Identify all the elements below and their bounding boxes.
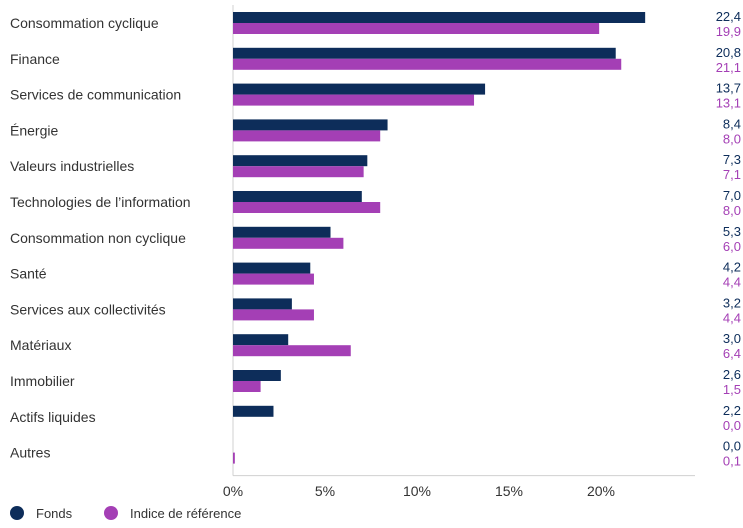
value-label-fonds: 13,7 (716, 81, 741, 96)
bar-indice (233, 23, 600, 34)
category-label: Immobilier (10, 373, 75, 389)
value-label-fonds: 0,0 (723, 439, 741, 454)
bar-indice (233, 94, 475, 106)
bar-indice (233, 345, 351, 357)
value-label-fonds: 3,2 (723, 295, 741, 310)
legend-marker-indice (104, 506, 118, 520)
value-label-indice: 8,0 (723, 131, 741, 146)
category-label: Autres (10, 445, 50, 461)
bar-fonds (233, 47, 616, 59)
value-label-fonds: 7,3 (723, 152, 741, 167)
bar-fonds (233, 370, 281, 381)
value-label-indice: 19,9 (716, 24, 741, 39)
category-label: Consommation non cyclique (10, 230, 186, 246)
bar-indice (233, 166, 364, 178)
bar-fonds (233, 298, 292, 310)
value-label-indice: 6,4 (723, 346, 741, 361)
category-label: Santé (10, 266, 47, 282)
bar-indice (233, 309, 314, 321)
value-label-fonds: 2,2 (723, 403, 741, 418)
bar-indice (233, 130, 381, 142)
category-label: Services aux collectivités (10, 301, 166, 317)
value-label-fonds: 8,4 (723, 116, 741, 131)
bar-fonds (233, 191, 362, 202)
bar-indice (233, 237, 344, 249)
value-label-indice: 0,0 (723, 418, 741, 433)
legend-label-fonds: Fonds (36, 506, 73, 521)
bar-indice (233, 202, 381, 213)
value-label-fonds: 5,3 (723, 224, 741, 239)
value-label-indice: 8,0 (723, 203, 741, 218)
category-label: Énergie (10, 122, 58, 138)
category-label: Finance (10, 51, 60, 67)
x-tick-label: 0% (223, 483, 243, 499)
value-label-indice: 6,0 (723, 239, 741, 254)
value-label-fonds: 7,0 (723, 188, 741, 203)
bar-fonds (233, 334, 289, 346)
x-tick-label: 5% (315, 483, 335, 499)
bar-indice (233, 58, 622, 70)
bar-fonds (233, 12, 646, 23)
bar-indice (233, 452, 235, 464)
x-tick-label: 10% (403, 483, 431, 499)
bar-fonds (233, 262, 311, 274)
value-label-fonds: 2,6 (723, 367, 741, 382)
category-label: Valeurs industrielles (10, 158, 134, 174)
category-label: Actifs liquides (10, 409, 96, 425)
category-label: Technologies de l’information (10, 194, 191, 210)
legend-marker-fonds (10, 506, 24, 520)
value-label-indice: 0,1 (723, 454, 741, 469)
value-label-indice: 13,1 (716, 96, 741, 111)
bar-fonds (233, 83, 486, 95)
bar-fonds (233, 155, 368, 167)
value-label-indice: 4,4 (723, 275, 741, 290)
bar-fonds (233, 119, 388, 131)
value-label-indice: 4,4 (723, 310, 741, 325)
value-label-fonds: 20,8 (716, 45, 741, 60)
bar-fonds (233, 226, 331, 238)
bar-indice (233, 381, 261, 392)
value-label-fonds: 22,4 (716, 9, 741, 24)
x-tick-label: 20% (587, 483, 615, 499)
category-label: Consommation cyclique (10, 15, 159, 31)
value-label-indice: 21,1 (716, 60, 741, 75)
value-label-fonds: 4,2 (723, 260, 741, 275)
value-label-fonds: 3,0 (723, 331, 741, 346)
bar-indice (233, 273, 314, 285)
value-label-indice: 7,1 (723, 167, 741, 182)
legend-label-indice: Indice de référence (130, 506, 241, 521)
value-label-indice: 1,5 (723, 382, 741, 397)
category-label: Services de communication (10, 87, 181, 103)
bar-fonds (233, 405, 274, 417)
category-label: Matériaux (10, 337, 71, 353)
x-tick-label: 15% (495, 483, 523, 499)
